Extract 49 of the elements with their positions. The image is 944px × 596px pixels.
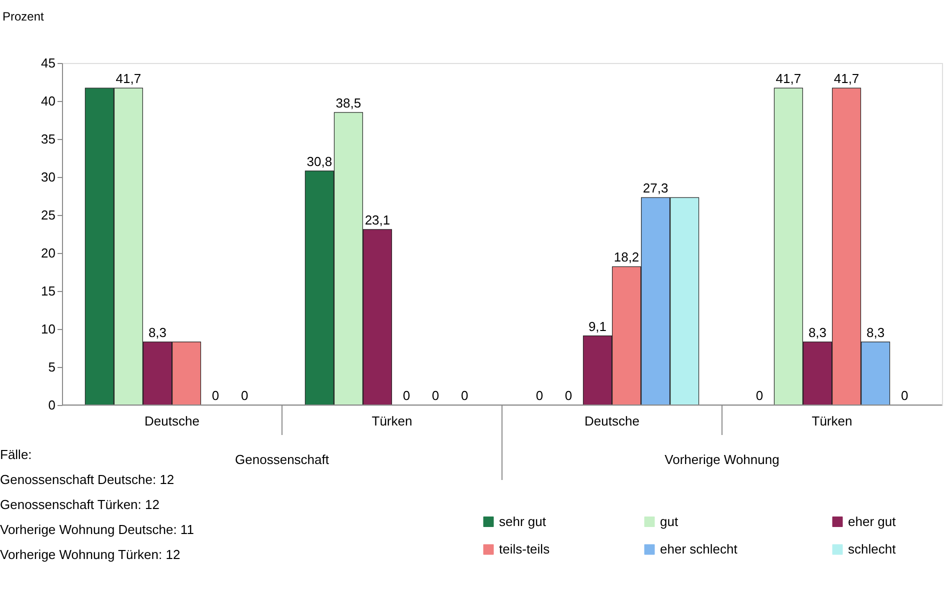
- data-label: 0: [564, 388, 572, 403]
- data-label: 18,2: [614, 250, 640, 265]
- text: Vorherige Wohnung Deutsche: 11: [0, 522, 194, 537]
- text: Genossenschaft Türken: 12: [0, 497, 160, 512]
- text: Fälle:: [0, 447, 32, 462]
- data-label: 41,7: [116, 71, 142, 86]
- y-tick-label: 0: [48, 398, 56, 412]
- y-axis-title: Prozent: [2, 10, 45, 24]
- data-label: 23,1: [364, 212, 390, 228]
- x-tick-label: Türken: [372, 414, 412, 428]
- data-label: 41,7: [834, 71, 860, 86]
- data-label: 8,3: [866, 324, 885, 340]
- data-label: 0: [240, 388, 248, 403]
- data-label: 0: [900, 388, 908, 403]
- legend-label: eher gut: [848, 514, 896, 529]
- legend-label: teils-teils: [499, 542, 550, 556]
- data-label: 38,5: [336, 95, 362, 110]
- y-tick-label: 35: [41, 132, 56, 146]
- data-label: 0: [402, 388, 410, 403]
- y-tick-label: 20: [41, 246, 56, 260]
- y-tick-label: 5: [48, 360, 56, 374]
- text: Genossenschaft Deutsche: 12: [0, 472, 174, 487]
- data-label: 0: [432, 388, 440, 403]
- y-tick-label: 30: [41, 170, 56, 184]
- y-tick-label: 15: [41, 284, 56, 298]
- data-label: 30,8: [306, 154, 332, 169]
- data-label: 27,3: [642, 180, 668, 196]
- data-label: 8,3: [808, 324, 827, 340]
- x-tick-label: Deutsche: [584, 414, 640, 428]
- y-tick-label: 25: [41, 208, 56, 222]
- y-tick-label: 40: [41, 94, 56, 108]
- data-label: 0: [536, 388, 544, 403]
- data-label: 41,7: [776, 71, 802, 86]
- x-tick-label: Deutsche: [144, 414, 200, 428]
- legend-label: eher schlecht: [660, 542, 738, 556]
- legend-label: gut: [660, 514, 678, 529]
- data-label: 0: [212, 388, 220, 403]
- legend-label: sehr gut: [499, 514, 546, 529]
- text: Vorherige Wohnung: [664, 452, 780, 467]
- y-tick-label: 45: [41, 56, 56, 70]
- text: Vorherige Wohnung Türken: 12: [0, 547, 180, 562]
- data-label: 9,1: [588, 318, 607, 334]
- y-tick-label: 10: [41, 322, 56, 336]
- data-label: 0: [756, 388, 764, 403]
- legend-label: schlecht: [848, 542, 896, 556]
- x-tick-label: Türken: [812, 414, 852, 428]
- data-label: 8,3: [148, 324, 167, 340]
- data-label: 0: [460, 388, 468, 403]
- text: Genossenschaft: [235, 452, 330, 467]
